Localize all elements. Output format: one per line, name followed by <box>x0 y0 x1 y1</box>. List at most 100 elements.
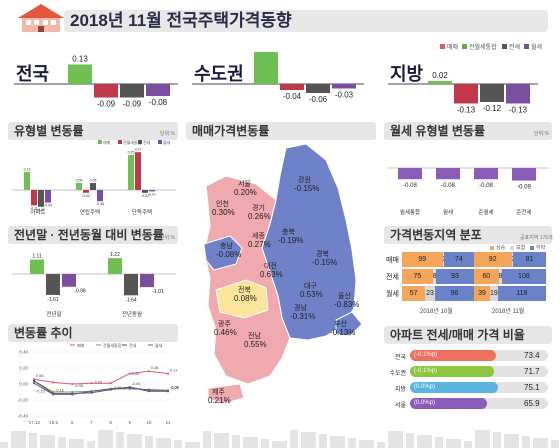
trend-point <box>128 386 131 389</box>
dist-panel-unit: 공표지역 176개 <box>520 235 553 241</box>
skyline-building <box>203 431 211 448</box>
trend-point <box>109 387 112 390</box>
legend-swatch <box>502 44 507 49</box>
type-bar-label: -0.12 <box>37 208 45 212</box>
x-tick-label: 10 <box>146 420 152 425</box>
map-region-value: -0.83% <box>334 300 359 309</box>
map-region-name: 강원 <box>298 175 311 184</box>
type-bar <box>90 183 96 190</box>
rent-bar <box>436 168 460 180</box>
trend-point <box>128 387 131 390</box>
y-tick-label: 0.20 <box>19 366 28 371</box>
summary-bar <box>68 64 92 84</box>
dist-cell: 118 <box>497 286 546 301</box>
map-region-name: 광주 <box>218 320 231 328</box>
trend-point-label: 0.09 <box>132 372 139 376</box>
apt-row-label: 서울 <box>394 403 406 409</box>
apt-bar-fill <box>410 398 488 409</box>
summary-bar <box>480 84 504 102</box>
summary-region-label: 수도권 <box>194 64 244 84</box>
apt-value-label: 65.9 <box>524 399 540 408</box>
trend-point <box>32 379 36 382</box>
dist-cell: 3 <box>442 252 444 267</box>
map-region-name: 경기 <box>252 203 265 212</box>
skyline-decoration <box>0 430 559 448</box>
skyline-building <box>185 442 200 448</box>
trend-point <box>147 370 150 373</box>
rent-bar-label: -0.08 <box>403 183 417 189</box>
apt-change-label: (-0.1%p) <box>414 352 438 358</box>
trend-point <box>128 372 131 375</box>
type-bar-label: 0.27 <box>135 148 142 152</box>
skyline-building <box>69 439 84 448</box>
map-region-value: -0.19% <box>278 236 303 245</box>
map-region-name: 경남 <box>294 303 307 312</box>
yoy-bar <box>30 259 44 274</box>
map-region-value: 0.30% <box>212 208 235 217</box>
skyline-building <box>388 431 403 448</box>
skyline-building <box>493 432 501 448</box>
legend-label: 전월세통합 <box>123 140 142 145</box>
type-bar-label: -0.02 <box>82 194 90 198</box>
legend-label: 전세 <box>143 140 151 145</box>
dist-cell: 108 <box>501 269 546 284</box>
map-busan <box>335 311 363 337</box>
trend-panel-title: 변동률 추이 <box>8 324 178 342</box>
apt-row-label: 수도권 <box>389 371 406 377</box>
skyline-building <box>232 435 240 448</box>
dist-cell: 81 <box>512 252 546 267</box>
skyline-building <box>174 440 182 448</box>
yoy-bar-label: -1.61 <box>47 297 59 303</box>
x-tick-label: 11 <box>166 420 171 425</box>
korea-map: 강원-0.15%서울0.20%인천0.30% 경기0.26%세종0.27%충북-0… <box>203 143 363 405</box>
summary-bar-label: -0.06 <box>309 95 328 104</box>
rent-bar <box>474 168 498 180</box>
rent-chart: -0.08 월세통합 -0.08 월세 -0.08 준월세 -0.09 준전세 <box>388 167 548 216</box>
trend-point <box>71 393 74 396</box>
apt-bar-fill <box>410 350 497 361</box>
apt-row-label: 전국 <box>394 355 406 361</box>
dist-cell: 96 <box>434 286 474 301</box>
type-bar <box>45 190 51 203</box>
trend-point-label: -0.13 <box>36 389 45 393</box>
skyline-building <box>533 438 548 448</box>
apt-bar-fill <box>410 382 499 393</box>
yoy-bar-label: -1.01 <box>152 289 164 295</box>
skyline-building <box>29 433 37 448</box>
legend-swatch <box>524 44 529 49</box>
map-region-name: 울산 <box>338 291 351 300</box>
map-region-name: 제주 <box>212 388 225 396</box>
type-panel-unit: 단위:% <box>160 131 176 137</box>
map-region-name: 서울 <box>238 179 251 188</box>
summary-bar <box>506 84 530 104</box>
dist-cell: 99 <box>402 252 443 267</box>
map-region-name: 세종 <box>252 231 265 240</box>
legend-label: 전세 <box>129 342 137 348</box>
map-region-value: 0.21% <box>208 396 231 405</box>
skyline-building <box>98 430 113 448</box>
summary-bar-label: -0.13 <box>457 106 476 115</box>
map-region-value: 0.53% <box>300 290 323 299</box>
map-region-name: 대전 <box>264 261 277 270</box>
summary-bar <box>94 84 118 98</box>
legend-swatch <box>440 44 445 49</box>
type-bar-label: 0.05 <box>90 179 97 183</box>
trend-point <box>52 390 55 394</box>
trend-line <box>33 370 169 385</box>
legend-label: 매매 <box>77 342 85 348</box>
trend-point-label: -0.02 <box>93 381 102 385</box>
dist-cell: 8 <box>498 269 502 284</box>
summary-bar <box>120 84 144 98</box>
type-bar <box>24 171 30 190</box>
summary-region-label: 지방 <box>390 64 424 84</box>
type-bar <box>97 190 103 202</box>
summary-bar <box>280 84 304 90</box>
x-tick-label: '17.12 <box>28 420 41 425</box>
rent-bar <box>512 168 536 181</box>
trend-point <box>166 389 170 392</box>
summary-bar-label: 0.02 <box>432 71 448 80</box>
dist-cell: 39 <box>474 286 490 301</box>
y-tick-label: -0.40 <box>18 414 29 419</box>
yoy-bar-label: 1.22 <box>110 252 120 258</box>
